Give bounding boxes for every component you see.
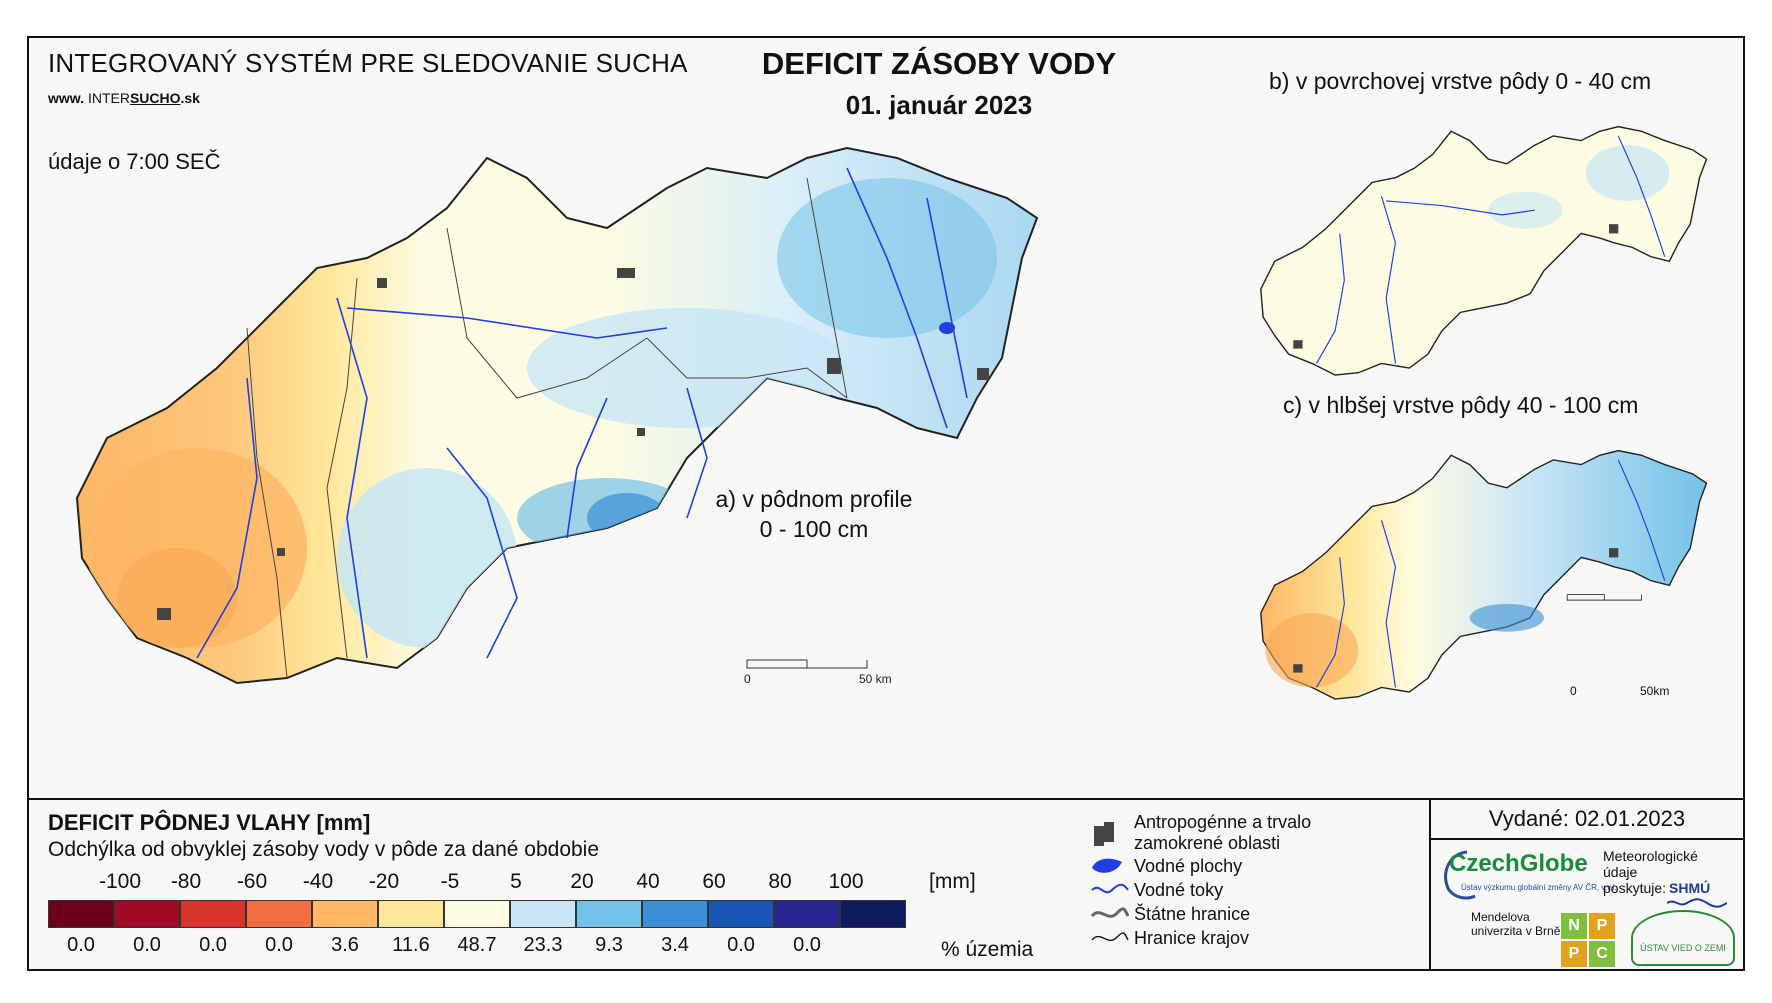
legend-tick: -100: [98, 870, 142, 893]
legend-tick: 40: [636, 870, 660, 893]
legend-percent: 23.3: [523, 934, 563, 956]
czechglobe-subtitle: Ústav výzkumu globální změny AV ČR, v.v.…: [1461, 883, 1617, 892]
legend-tick: -60: [236, 870, 268, 893]
nppc-logo: N P P C: [1561, 913, 1615, 967]
water-body: [939, 322, 955, 334]
legend-tick: 60: [702, 870, 726, 893]
meteo-credit: Meteorologické údaje poskytuje:: [1603, 848, 1698, 896]
issued-divider: [1431, 838, 1743, 840]
credits-separator: [1429, 800, 1431, 971]
legend-percent: 3.6: [331, 934, 359, 956]
legend-percent: 0.0: [727, 934, 755, 956]
map-date: 01. január 2023: [845, 90, 1033, 120]
legend-swatch: [510, 900, 576, 928]
legend-panel: DEFICIT PÔDNEJ VLAHY [mm] Odchýlka od ob…: [29, 798, 1743, 971]
legend-tick: -5: [440, 870, 460, 893]
main-map: 0 50 km: [75, 146, 1039, 686]
legend-tick: 5: [510, 870, 522, 893]
legend-swatch: [774, 900, 840, 928]
legend-percent: 0.0: [793, 934, 821, 956]
legend-tick: -20: [368, 870, 400, 893]
map-c: [1260, 449, 1708, 700]
legend-percent: 3.4: [661, 934, 689, 956]
issued-date: Vydané: 02.01.2023: [1488, 806, 1686, 831]
map-a-label-line2: 0 - 100 cm: [759, 516, 869, 542]
legend-tick: -40: [302, 870, 334, 893]
legend-tick: 100: [828, 870, 864, 893]
legend-percent: 11.6: [392, 934, 430, 956]
legend-swatch: [840, 900, 906, 928]
czechglobe-logo-icon: [1444, 850, 1476, 900]
river-icon: [1091, 883, 1129, 894]
legend-tick: 20: [570, 870, 594, 893]
scale-start-main: 0: [744, 672, 751, 686]
legend-subtitle: Odchýlka od obvyklej zásoby vody v pôde …: [48, 838, 600, 861]
legend-percent: 0.0: [133, 934, 161, 956]
legend-percent: 0.0: [67, 934, 95, 956]
legend-percent: 9.3: [595, 934, 623, 956]
time-note: údaje o 7:00 SEČ: [48, 149, 221, 174]
legend-rivers: Vodné toky: [1091, 880, 1223, 901]
legend-swatch: [642, 900, 708, 928]
rivers: [196, 167, 968, 659]
mendel-logo: Mendelova univerzita v Brně: [1471, 910, 1561, 938]
legend-water: Vodné plochy: [1092, 856, 1242, 877]
water-body-icon: [1092, 858, 1122, 873]
legend-swatch: [180, 900, 246, 928]
legend-tick: 80: [768, 870, 792, 893]
czechglobe-logo: CzechGlobe: [1449, 850, 1588, 877]
wet-zone-southwest: [337, 468, 517, 648]
map-frame: INTEGROVANÝ SYSTÉM PRE SLEDOVANIE SUCHA …: [27, 36, 1745, 971]
legend-state-border: Štátne hranice: [1090, 904, 1250, 925]
legend-region-border: Hranice krajov: [1091, 928, 1249, 949]
legend-tick: -80: [170, 870, 202, 893]
map-a-label-line1: a) v pôdnom profile: [715, 486, 913, 512]
legend-percent: 0.0: [199, 934, 227, 956]
legend-unit: [mm]: [929, 870, 976, 893]
legend-percent: 0.0: [265, 934, 293, 956]
legend-swatch: [708, 900, 774, 928]
region-borders: [246, 177, 848, 679]
legend-percent: 48.7: [457, 934, 497, 956]
legend-swatch: [48, 900, 114, 928]
legend-urban: Antropogénne a trvalo zamokrené oblasti: [1094, 812, 1311, 854]
legend-swatch: [114, 900, 180, 928]
map-title: DEFICIT ZÁSOBY VODY: [761, 46, 1117, 81]
region-border-icon: [1091, 932, 1129, 941]
legend-swatch: [312, 900, 378, 928]
scale-end-small: 50km: [1640, 684, 1670, 698]
state-border-icon: [1090, 907, 1130, 918]
legend-title: DEFICIT PÔDNEJ VLAHY [mm]: [48, 810, 371, 835]
legend-swatch: [378, 900, 444, 928]
dry-zone-west-core: [117, 548, 237, 648]
map-b-label: b) v povrchovej vrstve pôdy 0 - 40 cm: [1269, 68, 1652, 94]
uvz-logo: ÚSTAV VIED O ZEMI: [1631, 910, 1735, 966]
map-c-label: c) v hlbšej vrstve pôdy 40 - 100 cm: [1283, 392, 1639, 418]
wet-zone-south-core: [587, 493, 667, 543]
scale-end-main: 50 km: [859, 672, 892, 686]
shmu-wave-icon: [1667, 898, 1727, 908]
scale-start-small: 0: [1570, 684, 1577, 698]
website-url[interactable]: www. INTERSUCHO.sk: [48, 90, 200, 106]
scale-bar-main: [746, 659, 868, 669]
urban-areas: [157, 268, 989, 620]
legend-swatch: [246, 900, 312, 928]
percent-label: % územia: [941, 938, 1034, 961]
urban-area-icon: [1094, 822, 1114, 846]
map-b: [1260, 125, 1708, 376]
legend-swatch: [444, 900, 510, 928]
wet-zone-central: [527, 308, 847, 428]
legend-swatch: [576, 900, 642, 928]
shmu-logo: SHMÚ: [1669, 880, 1711, 896]
system-title: INTEGROVANÝ SYSTÉM PRE SLEDOVANIE SUCHA: [48, 48, 688, 78]
